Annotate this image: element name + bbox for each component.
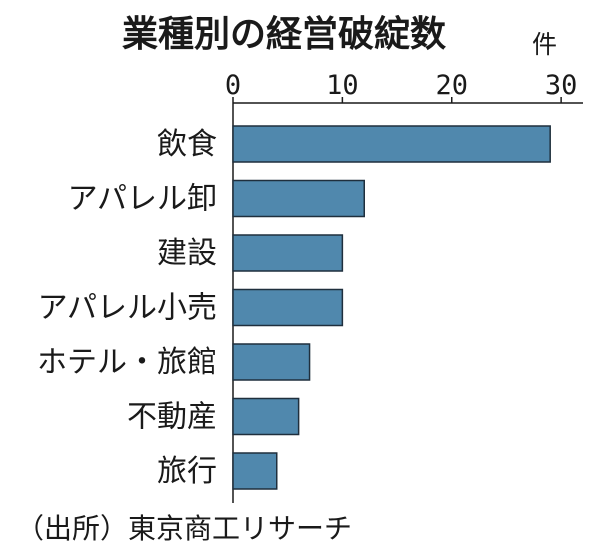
- bar: [232, 288, 344, 327]
- x-tick-label: 0: [225, 70, 241, 101]
- bar: [232, 234, 344, 272]
- category-label: ホテル・旅館: [37, 345, 217, 380]
- x-tick-label: 10: [326, 70, 359, 101]
- x-axis-ticks: 0 10 20 30: [225, 70, 578, 103]
- x-tick-label: 30: [545, 70, 578, 101]
- chart-title: 業種別の経営破綻数: [122, 14, 446, 55]
- bar: [232, 179, 365, 218]
- bar: [232, 343, 311, 381]
- category-label: 飲食: [157, 127, 217, 162]
- source-note: （出所）東京商工リサーチ: [16, 512, 352, 545]
- category-label: アパレル小売: [38, 291, 217, 326]
- bar: [232, 397, 300, 436]
- category-label: 旅行: [157, 454, 217, 489]
- bar: [232, 452, 278, 490]
- category-label: 建設: [157, 236, 217, 271]
- bar: [232, 125, 551, 163]
- category-label: 不動産: [127, 400, 217, 435]
- x-tick-label: 20: [435, 70, 468, 101]
- bars: [232, 125, 551, 490]
- unit-label: 件: [532, 30, 557, 59]
- category-label: アパレル卸: [68, 182, 217, 217]
